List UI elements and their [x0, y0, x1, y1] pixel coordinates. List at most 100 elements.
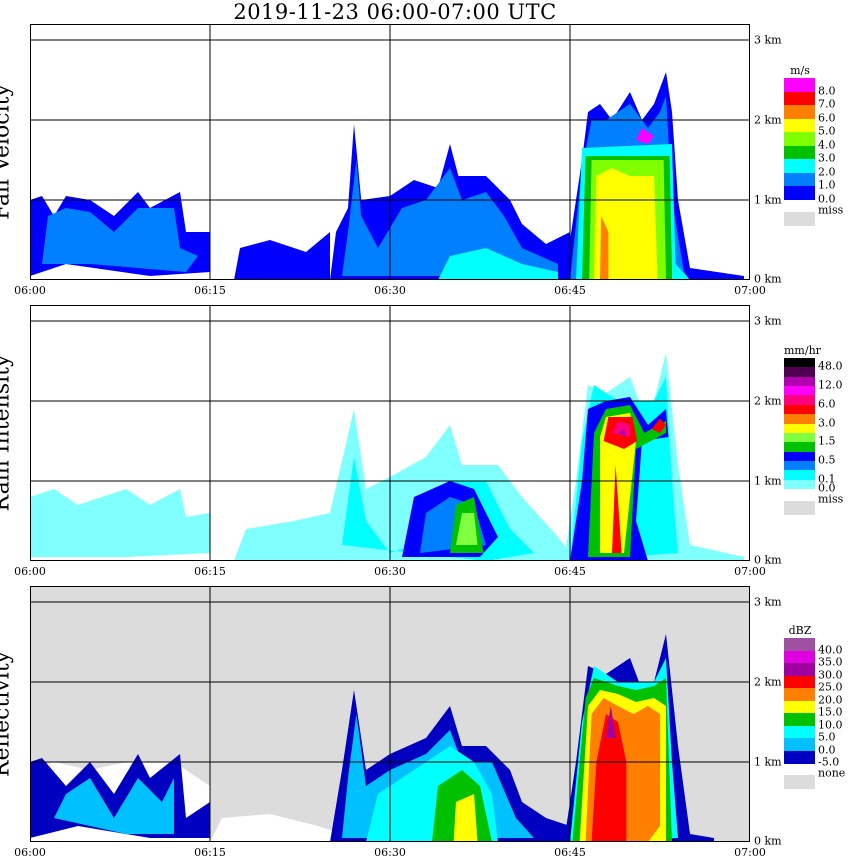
legend-swatch: [784, 638, 815, 651]
echo-region: [438, 248, 558, 280]
rain-intensity-panel: Rain Intensity 06:00 06:15 06:30 06:45 07:00 0…: [0, 305, 782, 578]
legend-label: 0.0: [818, 743, 836, 756]
legend-label: 0.1: [818, 472, 836, 486]
y-tick-label: 3 km: [754, 314, 782, 328]
legend-label: 1.5: [818, 434, 836, 448]
legend-swatch: [784, 713, 815, 726]
y-tick-label: 2 km: [754, 675, 782, 689]
echo-region: [453, 794, 478, 842]
legend-swatch: [784, 738, 815, 751]
legend-swatch: [784, 78, 815, 93]
echo-region: [594, 168, 658, 280]
legend-swatch: [784, 159, 815, 174]
y-tick-label: 3 km: [754, 595, 782, 609]
y-tick-label: 1 km: [754, 474, 782, 488]
legend-swatch: [784, 91, 815, 106]
legend-missing-swatch: [784, 501, 815, 515]
x-tick-label: 06:00: [14, 284, 46, 297]
y-tick-label: 0 km: [754, 834, 782, 848]
legend-swatch: [784, 376, 815, 387]
echo-region: [612, 421, 630, 437]
x-tick-label: 07:00: [734, 846, 766, 859]
legend-label: 8.0: [818, 84, 836, 98]
legend-label: 20.0: [818, 693, 843, 706]
echo-region: [456, 513, 478, 545]
legend-label: 0.5: [818, 453, 836, 467]
legend-swatch: [784, 460, 815, 471]
echo-region: [618, 429, 627, 437]
x-tick-label: 06:45: [554, 284, 586, 297]
echo-region: [651, 418, 666, 433]
legend-swatch: [784, 172, 815, 187]
legend-swatch: [784, 688, 815, 701]
echo-region: [210, 814, 342, 842]
legend-missing-label: miss: [818, 492, 844, 506]
legend-label: 40.0: [818, 643, 843, 656]
echo-region: [600, 216, 609, 280]
legend-unit: m/s: [790, 64, 810, 77]
rain-intensity-plot: [30, 305, 750, 561]
legend-swatch: [784, 650, 815, 664]
x-tick-label: 06:45: [554, 846, 586, 859]
echo-region: [636, 128, 654, 144]
legend-label: 6.0: [818, 397, 836, 411]
legend-label: 7.0: [818, 97, 836, 111]
legend-label: 0.0: [818, 192, 836, 206]
legend-swatch: [784, 404, 815, 415]
legend-swatch: [784, 358, 815, 368]
legend-swatch: [784, 423, 815, 434]
reflectivity-panel: Reflectivity 06:00 06:15 06:30 06:45 07:00 0 k…: [0, 586, 782, 859]
legend-label: 35.0: [818, 655, 843, 669]
legend-label: 25.0: [818, 680, 843, 694]
x-tick-label: 06:15: [194, 284, 226, 297]
y-axis-title-text: Reflectivity: [0, 650, 15, 778]
x-tick-label: 06:00: [14, 846, 46, 859]
legend-swatch: [784, 451, 815, 462]
legend-swatch: [784, 395, 815, 406]
legend-label: 30.0: [818, 668, 843, 681]
legend-swatch: [784, 470, 815, 481]
legend-missing-label: miss: [818, 203, 844, 217]
legend-label: 12.0: [818, 378, 843, 392]
y-tick-label: 3 km: [754, 33, 782, 47]
echo-region: [42, 208, 198, 272]
legend-swatch: [784, 386, 815, 396]
legend-swatch: [784, 663, 815, 676]
legend-label: 5.0: [818, 730, 836, 744]
echo-region: [54, 778, 174, 834]
legend-swatch: [784, 105, 815, 120]
legend-swatch: [784, 442, 815, 453]
fall-velocity-plot: [30, 24, 750, 280]
legend-label: 15.0: [818, 705, 843, 719]
legend-missing-label: none: [818, 766, 846, 780]
echo-region: [591, 714, 627, 842]
y-tick-label: 1 km: [754, 193, 782, 207]
legend-label: 3.0: [818, 151, 836, 165]
legend-unit: mm/hr: [784, 344, 821, 357]
plot-frame: [30, 24, 750, 280]
legend-label: 2.0: [818, 165, 836, 179]
legend-swatch: [784, 750, 815, 764]
echo-region: [30, 489, 210, 557]
legend-unit: dBZ: [788, 624, 812, 637]
echo-region: [342, 160, 558, 276]
legend-label: 10.0: [818, 718, 843, 731]
legend-label: 0.0: [818, 481, 836, 495]
y-axis-title-text: Fall Velocity: [0, 84, 15, 220]
legend-label: 4.0: [818, 138, 836, 152]
y-tick-label: 2 km: [754, 394, 782, 408]
legend-swatch: [784, 145, 815, 160]
legend-swatch: [784, 118, 815, 133]
legend-label: 1.0: [818, 178, 836, 192]
x-tick-label: 07:00: [734, 565, 766, 578]
legend-swatch: [784, 675, 815, 689]
x-tick-label: 06:30: [374, 846, 406, 859]
legend-missing-swatch: [784, 775, 815, 789]
legend-swatch: [784, 367, 815, 378]
reflectivity-plot: [30, 586, 750, 842]
legend-swatch: [784, 479, 815, 490]
echo-region: [234, 232, 330, 280]
x-tick-label: 06:45: [554, 565, 586, 578]
y-tick-label: 1 km: [754, 755, 782, 769]
x-tick-label: 06:30: [374, 565, 406, 578]
